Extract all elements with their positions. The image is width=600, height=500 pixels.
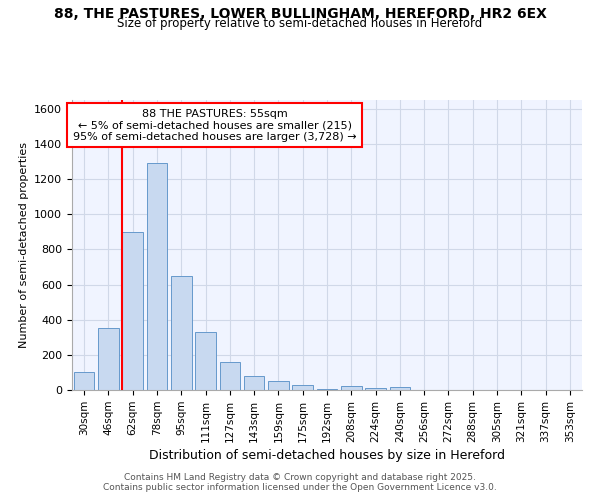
Bar — [220, 362, 240, 390]
Bar — [195, 332, 216, 390]
Bar — [292, 384, 313, 390]
Text: 88 THE PASTURES: 55sqm
← 5% of semi-detached houses are smaller (215)
95% of sem: 88 THE PASTURES: 55sqm ← 5% of semi-deta… — [73, 108, 356, 142]
X-axis label: Distribution of semi-detached houses by size in Hereford: Distribution of semi-detached houses by … — [149, 449, 505, 462]
Y-axis label: Number of semi-detached properties: Number of semi-detached properties — [19, 142, 29, 348]
Bar — [146, 164, 167, 390]
Bar — [268, 381, 289, 390]
Bar — [171, 276, 191, 390]
Text: Size of property relative to semi-detached houses in Hereford: Size of property relative to semi-detach… — [118, 18, 482, 30]
Bar — [317, 389, 337, 390]
Bar — [389, 388, 410, 390]
Bar — [365, 388, 386, 390]
Text: Contains HM Land Registry data © Crown copyright and database right 2025.
Contai: Contains HM Land Registry data © Crown c… — [103, 473, 497, 492]
Bar — [244, 376, 265, 390]
Bar — [98, 328, 119, 390]
Bar — [341, 386, 362, 390]
Bar — [122, 232, 143, 390]
Bar — [74, 372, 94, 390]
Text: 88, THE PASTURES, LOWER BULLINGHAM, HEREFORD, HR2 6EX: 88, THE PASTURES, LOWER BULLINGHAM, HERE… — [53, 8, 547, 22]
